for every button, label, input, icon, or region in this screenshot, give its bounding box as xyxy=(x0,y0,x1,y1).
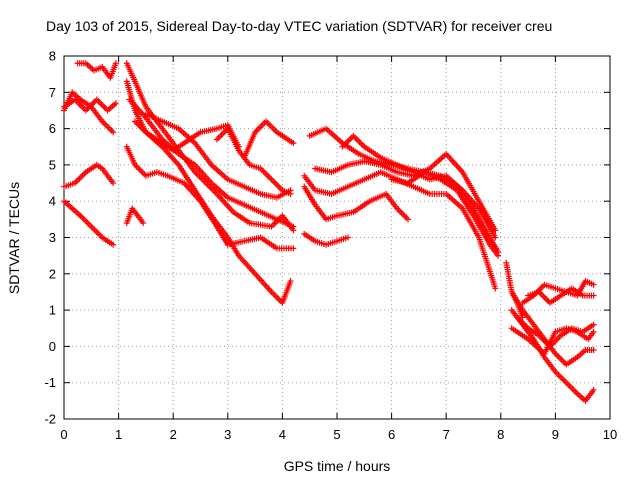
data-point xyxy=(287,190,294,197)
data-point xyxy=(112,60,119,67)
data-point xyxy=(492,234,499,241)
x-axis-label: GPS time / hours xyxy=(284,458,391,474)
series-track-9 xyxy=(123,60,297,234)
series-track-1 xyxy=(61,198,117,248)
series-track-15 xyxy=(301,230,351,248)
x-tick-label: 2 xyxy=(170,427,177,442)
series-track-7 xyxy=(123,143,297,252)
data-point xyxy=(290,245,297,252)
plot-frame xyxy=(63,55,611,420)
series-track-11 xyxy=(131,118,242,154)
y-tick-label: 1 xyxy=(49,303,56,318)
series-track-6 xyxy=(123,205,147,226)
y-tick-label: 2 xyxy=(49,266,56,281)
x-tick-label: 9 xyxy=(552,427,559,442)
data-point xyxy=(404,216,411,223)
series-track-19 xyxy=(312,151,499,234)
y-tick-label: -1 xyxy=(44,375,56,390)
x-tick-label: 7 xyxy=(443,427,450,442)
series-track-20 xyxy=(339,132,499,241)
data-point xyxy=(110,241,117,248)
x-tick-label: 6 xyxy=(388,427,395,442)
y-tick-label: 4 xyxy=(49,194,56,209)
y-tick-label: 0 xyxy=(49,339,56,354)
x-tick-label: 5 xyxy=(333,427,340,442)
x-tick-label: 1 xyxy=(115,427,122,442)
data-point xyxy=(590,321,597,328)
x-tick-label: 0 xyxy=(60,427,67,442)
series-track-28 xyxy=(508,325,597,357)
series-track-16 xyxy=(301,183,411,223)
data-point xyxy=(344,234,351,241)
y-axis-label: SDTVAR / TECUs xyxy=(6,182,22,294)
data-point xyxy=(590,347,597,354)
grid xyxy=(64,56,610,419)
y-tick-label: -2 xyxy=(44,412,56,427)
chart-title: Day 103 of 2015, Sidereal Day-to-day VTE… xyxy=(46,18,552,34)
data-point xyxy=(519,314,526,321)
x-tick-label: 10 xyxy=(603,427,617,442)
y-tick-label: 3 xyxy=(49,230,56,245)
data-point xyxy=(112,100,119,107)
y-tick-label: 5 xyxy=(49,157,56,172)
series-track-13 xyxy=(241,118,297,161)
data-point xyxy=(492,285,499,292)
data-point xyxy=(287,278,294,285)
y-tick-label: 6 xyxy=(49,121,56,136)
series-track-17 xyxy=(301,169,499,292)
x-tick-label: 4 xyxy=(279,427,286,442)
series-track-4 xyxy=(61,96,119,114)
y-tick-label: 7 xyxy=(49,85,56,100)
series-track-21 xyxy=(388,169,502,256)
data-point xyxy=(110,180,117,187)
y-tick-label: 8 xyxy=(49,49,56,64)
data-point xyxy=(110,129,117,136)
series-track-26 xyxy=(519,278,597,306)
series-track-12 xyxy=(142,111,294,201)
data-points xyxy=(61,60,597,404)
data-point xyxy=(495,249,502,256)
data-point xyxy=(290,223,297,230)
data-point xyxy=(140,219,147,226)
x-tick-label: 8 xyxy=(497,427,504,442)
data-point xyxy=(590,386,597,393)
series-track-2 xyxy=(61,161,117,190)
series-track-27 xyxy=(525,285,597,306)
data-point xyxy=(590,281,597,288)
data-point xyxy=(290,140,297,147)
series-track-14 xyxy=(213,125,294,197)
series-track-5 xyxy=(74,60,119,81)
axis-ticks: 0 1 2 3 4 5 6 7 8 9 10 -2 -1 0 1 2 3 4 5 6 7 8 xyxy=(44,49,617,443)
data-point xyxy=(590,328,597,335)
x-tick-label: 3 xyxy=(224,427,231,442)
data-point xyxy=(590,292,597,299)
